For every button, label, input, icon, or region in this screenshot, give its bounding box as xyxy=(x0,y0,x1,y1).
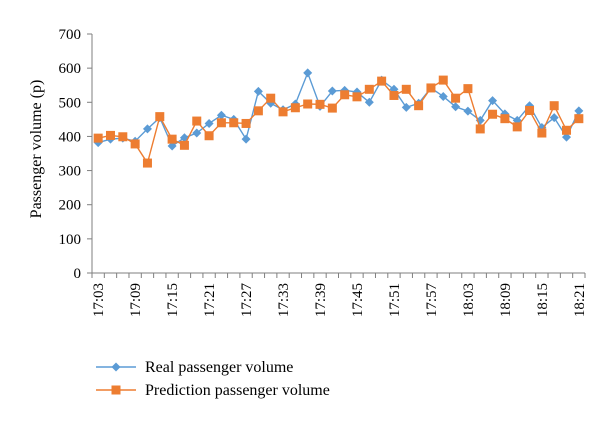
prediction-volume-point xyxy=(500,114,510,124)
prediction-volume-point xyxy=(364,84,374,94)
prediction-volume-point xyxy=(241,118,251,128)
prediction-volume-line xyxy=(98,79,580,165)
real-volume-point xyxy=(253,86,263,96)
prediction-volume-point xyxy=(315,99,325,109)
y-tick-label: 0 xyxy=(74,266,82,282)
prediction-volume-point xyxy=(463,84,473,94)
prediction-volume-point xyxy=(438,75,448,85)
prediction-volume-point xyxy=(105,130,115,140)
prediction-volume-point xyxy=(340,90,350,100)
real-volume-point xyxy=(241,134,251,144)
x-tick-label: 17:27 xyxy=(239,283,255,318)
prediction-volume-point xyxy=(488,109,498,119)
real-volume-point xyxy=(142,124,152,134)
prediction-volume-point xyxy=(229,118,239,128)
prediction-volume-point xyxy=(562,125,572,135)
real-volume-point xyxy=(204,118,214,128)
prediction-volume-point xyxy=(266,93,276,103)
prediction-volume-point xyxy=(426,83,436,93)
real-volume-point xyxy=(364,97,374,107)
x-tick-label: 18:15 xyxy=(535,283,551,317)
x-tick-label: 17:57 xyxy=(424,283,440,318)
prediction-volume-point xyxy=(179,140,189,150)
legend-label: Real passenger volume xyxy=(145,359,293,376)
prediction-volume-point xyxy=(451,93,461,103)
real-volume-point xyxy=(216,110,226,120)
prediction-volume-point xyxy=(142,158,152,168)
real-volume-point xyxy=(488,96,498,106)
legend-square-marker xyxy=(111,385,121,395)
x-tick-label: 18:03 xyxy=(461,283,477,317)
prediction-volume-point xyxy=(204,131,214,141)
prediction-volume-series xyxy=(93,75,584,168)
real-volume-point xyxy=(562,132,572,142)
legend: Real passenger volume Prediction passenge… xyxy=(96,359,330,399)
x-tick-label: 17:15 xyxy=(165,283,181,317)
prediction-volume-point xyxy=(253,106,263,116)
prediction-volume-point xyxy=(549,101,559,111)
real-volume-point xyxy=(327,86,337,96)
y-tick-label: 300 xyxy=(59,164,82,180)
legend-diamond-marker xyxy=(111,362,121,372)
prediction-volume-point xyxy=(130,139,140,149)
y-tick-labels: 0 100 200 300 400 500 600 700 xyxy=(59,27,82,282)
prediction-volume-point xyxy=(118,132,128,142)
prediction-volume-point xyxy=(352,92,362,102)
x-tick-label: 17:09 xyxy=(128,283,144,317)
y-tick-label: 700 xyxy=(59,27,82,43)
axes xyxy=(87,33,586,278)
x-tick-label: 17:03 xyxy=(91,283,107,317)
real-volume-point xyxy=(401,102,411,112)
y-tick-label: 100 xyxy=(59,232,82,248)
x-tick-label: 17:21 xyxy=(202,283,218,317)
prediction-volume-point xyxy=(327,103,337,113)
x-tick-label: 17:39 xyxy=(313,283,329,317)
x-tick-label: 18:09 xyxy=(498,283,514,317)
prediction-volume-point xyxy=(216,118,226,128)
prediction-volume-point xyxy=(377,76,387,86)
prediction-volume-point xyxy=(93,133,103,143)
y-tick-label: 400 xyxy=(59,129,82,145)
x-tick-label: 17:51 xyxy=(387,283,403,317)
x-tick-label: 18:21 xyxy=(572,283,588,317)
y-tick-label: 600 xyxy=(59,61,82,77)
real-volume-point xyxy=(192,128,202,138)
prediction-volume-point xyxy=(512,122,522,132)
prediction-volume-point xyxy=(192,116,202,126)
series-layer xyxy=(93,68,584,168)
prediction-volume-point xyxy=(303,99,313,109)
x-tick-label: 17:45 xyxy=(350,283,366,317)
prediction-volume-point xyxy=(167,134,177,144)
real-volume-point xyxy=(303,68,313,78)
prediction-volume-point xyxy=(475,124,485,134)
real-volume-point xyxy=(463,106,473,116)
real-volume-point xyxy=(167,141,177,151)
prediction-volume-point xyxy=(574,114,584,124)
legend-item-real: Real passenger volume xyxy=(96,359,293,376)
real-volume-point xyxy=(574,106,584,116)
legend-item-prediction: Prediction passenger volume xyxy=(96,382,330,399)
real-volume-point xyxy=(438,91,448,101)
prediction-volume-point xyxy=(537,128,547,138)
x-tick-label: 17:33 xyxy=(276,283,292,317)
prediction-volume-point xyxy=(525,105,535,115)
real-volume-point xyxy=(549,113,559,123)
y-tick-label: 500 xyxy=(59,95,82,111)
prediction-volume-point xyxy=(401,84,411,94)
y-tick-label: 200 xyxy=(59,198,82,214)
y-axis-title: Passenger volume (p) xyxy=(28,80,45,219)
real-volume-series xyxy=(93,68,584,151)
prediction-volume-point xyxy=(414,101,424,111)
prediction-volume-point xyxy=(155,112,165,122)
real-volume-point xyxy=(451,102,461,112)
prediction-volume-point xyxy=(389,90,399,100)
legend-label: Prediction passenger volume xyxy=(145,382,330,399)
prediction-volume-point xyxy=(290,103,300,113)
prediction-volume-point xyxy=(278,107,288,117)
x-tick-labels: 17:03 17:09 17:15 17:21 17:27 17:33 17:39 17:45… xyxy=(91,283,588,318)
